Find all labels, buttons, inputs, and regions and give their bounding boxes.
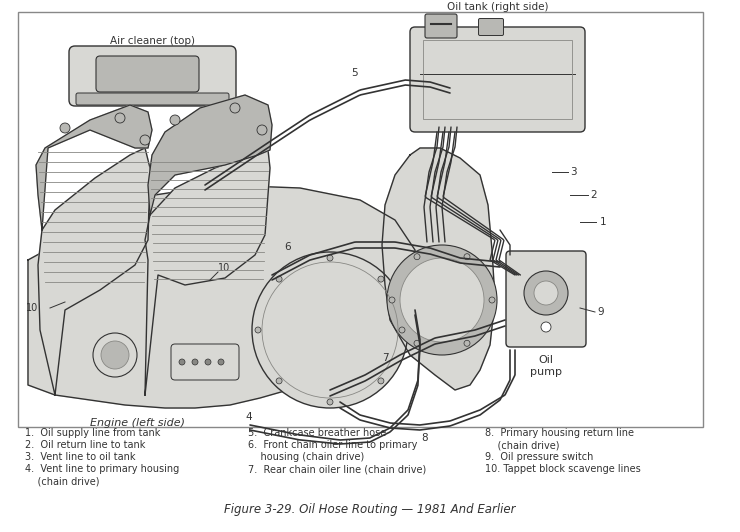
Circle shape bbox=[192, 359, 198, 365]
Circle shape bbox=[93, 333, 137, 377]
Text: Engine (left side): Engine (left side) bbox=[90, 418, 186, 428]
Text: 2.  Oil return line to tank: 2. Oil return line to tank bbox=[25, 440, 145, 450]
Text: 5: 5 bbox=[352, 68, 358, 78]
Circle shape bbox=[205, 359, 211, 365]
FancyBboxPatch shape bbox=[171, 344, 239, 380]
Circle shape bbox=[252, 252, 408, 408]
Text: housing (chain drive): housing (chain drive) bbox=[248, 452, 364, 462]
Circle shape bbox=[399, 327, 405, 333]
Text: 5.  Crankcase breather hose: 5. Crankcase breather hose bbox=[248, 428, 386, 438]
Text: Air cleaner (top): Air cleaner (top) bbox=[110, 36, 195, 46]
Polygon shape bbox=[38, 148, 150, 395]
Circle shape bbox=[140, 135, 150, 145]
Text: Figure 3-29. Oil Hose Routing — 1981 And Earlier: Figure 3-29. Oil Hose Routing — 1981 And… bbox=[224, 503, 516, 517]
Text: 9: 9 bbox=[597, 307, 604, 317]
Text: 8: 8 bbox=[422, 433, 428, 443]
Circle shape bbox=[378, 378, 384, 384]
Text: Oil
pump: Oil pump bbox=[530, 355, 562, 377]
Bar bbox=[423, 40, 572, 119]
FancyBboxPatch shape bbox=[69, 46, 236, 106]
Text: 1: 1 bbox=[600, 217, 607, 227]
Circle shape bbox=[179, 359, 185, 365]
Circle shape bbox=[170, 115, 180, 125]
Text: Oil tank (right side): Oil tank (right side) bbox=[447, 2, 548, 12]
Text: (chain drive): (chain drive) bbox=[25, 476, 99, 486]
FancyBboxPatch shape bbox=[479, 19, 503, 36]
Text: 8.  Primary housing return line: 8. Primary housing return line bbox=[485, 428, 634, 438]
FancyBboxPatch shape bbox=[410, 27, 585, 132]
Circle shape bbox=[255, 327, 261, 333]
Text: 7.  Rear chain oiler line (chain drive): 7. Rear chain oiler line (chain drive) bbox=[248, 464, 426, 474]
Text: 7: 7 bbox=[382, 353, 389, 363]
Circle shape bbox=[541, 322, 551, 332]
Text: 6: 6 bbox=[285, 242, 292, 252]
Text: 10. Tappet block scavenge lines: 10. Tappet block scavenge lines bbox=[485, 464, 641, 474]
Polygon shape bbox=[382, 148, 495, 390]
Circle shape bbox=[60, 123, 70, 133]
Text: 4.  Vent line to primary housing: 4. Vent line to primary housing bbox=[25, 464, 179, 474]
Text: 10: 10 bbox=[26, 303, 38, 313]
Polygon shape bbox=[36, 105, 152, 230]
Circle shape bbox=[389, 297, 395, 303]
Text: 9.  Oil pressure switch: 9. Oil pressure switch bbox=[485, 452, 593, 462]
Circle shape bbox=[276, 276, 282, 282]
Circle shape bbox=[414, 254, 420, 260]
Circle shape bbox=[414, 340, 420, 346]
Text: (chain drive): (chain drive) bbox=[485, 440, 559, 450]
Text: 1.  Oil supply line from tank: 1. Oil supply line from tank bbox=[25, 428, 161, 438]
Polygon shape bbox=[28, 185, 415, 408]
Circle shape bbox=[489, 297, 495, 303]
Circle shape bbox=[524, 271, 568, 315]
FancyBboxPatch shape bbox=[506, 251, 586, 347]
Circle shape bbox=[534, 281, 558, 305]
FancyBboxPatch shape bbox=[425, 14, 457, 38]
Circle shape bbox=[387, 245, 497, 355]
Bar bbox=[18, 12, 703, 427]
Polygon shape bbox=[145, 150, 270, 395]
Circle shape bbox=[327, 255, 333, 261]
Text: 6.  Front chain oiler line to primary: 6. Front chain oiler line to primary bbox=[248, 440, 417, 450]
Text: 4: 4 bbox=[246, 412, 252, 422]
Circle shape bbox=[464, 254, 470, 260]
Circle shape bbox=[230, 103, 240, 113]
Circle shape bbox=[327, 399, 333, 405]
Polygon shape bbox=[148, 95, 272, 215]
Circle shape bbox=[218, 359, 224, 365]
Text: 3.  Vent line to oil tank: 3. Vent line to oil tank bbox=[25, 452, 135, 462]
Text: 3: 3 bbox=[570, 167, 576, 177]
Circle shape bbox=[378, 276, 384, 282]
Circle shape bbox=[115, 113, 125, 123]
Circle shape bbox=[400, 258, 484, 342]
Circle shape bbox=[257, 125, 267, 135]
Circle shape bbox=[276, 378, 282, 384]
FancyBboxPatch shape bbox=[96, 56, 199, 92]
FancyBboxPatch shape bbox=[76, 93, 229, 105]
Circle shape bbox=[101, 341, 129, 369]
Text: 10: 10 bbox=[218, 263, 230, 273]
Circle shape bbox=[464, 340, 470, 346]
Text: 2: 2 bbox=[590, 190, 596, 200]
